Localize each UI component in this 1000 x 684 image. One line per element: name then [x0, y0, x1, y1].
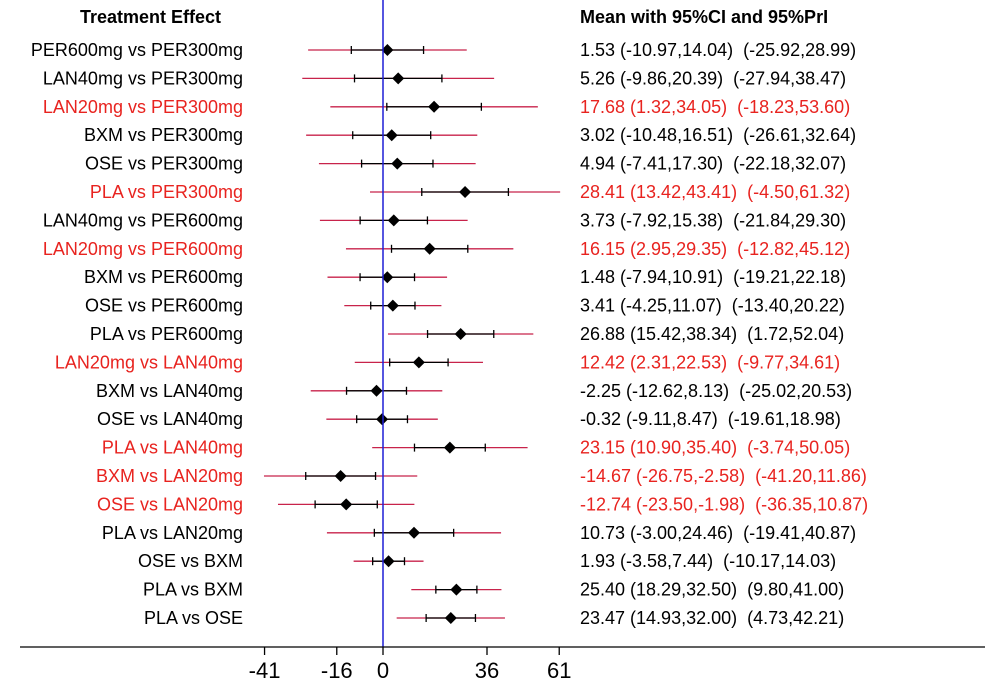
- row-estimate-text: 1.48 (-7.94,10.91) (-19.21,22.18): [580, 267, 846, 287]
- row-estimate-text: 12.42 (2.31,22.53) (-9.77,34.61): [580, 352, 840, 372]
- row-label: LAN40mg vs PER300mg: [43, 68, 243, 88]
- mean-diamond: [385, 129, 398, 142]
- row-estimate-text: 3.02 (-10.48,16.51) (-26.61,32.64): [580, 125, 856, 145]
- forest-row: PLA vs LAN20mg 10.73 (-3.00,24.46) (-19.4…: [102, 523, 856, 543]
- row-label: BXM vs PER300mg: [84, 125, 243, 145]
- forest-row: LAN20mg vs PER300mg 17.68 (1.32,34.05) (-…: [43, 97, 850, 117]
- row-label: BXM vs LAN40mg: [96, 381, 243, 401]
- forest-row: PLA vs BXM 25.40 (18.29,32.50) (9.80,41.0…: [143, 580, 844, 600]
- x-tick-label: 61: [547, 658, 571, 683]
- forest-row: LAN40mg vs PER600mg 3.73 (-7.92,15.38) (-…: [43, 210, 846, 230]
- row-label: PLA vs LAN20mg: [102, 523, 243, 543]
- mean-diamond: [381, 271, 394, 284]
- row-estimate-text: 4.94 (-7.41,17.30) (-22.18,32.07): [580, 154, 846, 174]
- mean-diamond: [443, 441, 456, 454]
- row-label: OSE vs LAN20mg: [97, 494, 243, 514]
- row-label: OSE vs BXM: [138, 551, 243, 571]
- row-estimate-text: 16.15 (2.95,29.35) (-12.82,45.12): [580, 239, 850, 259]
- forest-row: LAN20mg vs PER600mg 16.15 (2.95,29.35) (-…: [43, 239, 850, 259]
- mean-diamond: [376, 413, 389, 426]
- x-tick-label: 36: [475, 658, 499, 683]
- mean-diamond: [444, 612, 457, 624]
- row-label: OSE vs PER300mg: [85, 154, 243, 174]
- row-label: PLA vs PER300mg: [90, 182, 243, 202]
- row-label: LAN20mg vs PER300mg: [43, 97, 243, 117]
- x-tick-label: -16: [321, 658, 353, 683]
- row-label: LAN20mg vs PER600mg: [43, 239, 243, 259]
- row-estimate-text: 25.40 (18.29,32.50) (9.80,41.00): [580, 580, 844, 600]
- row-label: OSE vs PER600mg: [85, 296, 243, 316]
- forest-row: LAN20mg vs LAN40mg 12.42 (2.31,22.53) (-9…: [55, 352, 840, 372]
- mean-diamond: [412, 356, 425, 369]
- row-estimate-text: 17.68 (1.32,34.05) (-18.23,53.60): [580, 97, 850, 117]
- row-label: PLA vs LAN40mg: [102, 438, 243, 458]
- row-label: BXM vs PER600mg: [84, 267, 243, 287]
- x-axis: -41 -16 0 36 61: [20, 0, 985, 683]
- forest-row: OSE vs PER300mg 4.94 (-7.41,17.30) (-22.1…: [85, 154, 846, 174]
- row-label: LAN40mg vs PER600mg: [43, 210, 243, 230]
- row-label: LAN20mg vs LAN40mg: [55, 352, 243, 372]
- mean-diamond: [382, 555, 395, 568]
- forest-row: BXM vs LAN40mg -2.25 (-12.62,8.13) (-25.0…: [96, 381, 852, 401]
- forest-row: PLA vs PER600mg 26.88 (15.42,38.34) (1.72…: [90, 324, 844, 344]
- mean-diamond: [423, 242, 436, 255]
- mean-diamond: [392, 72, 405, 85]
- forest-row: BXM vs PER300mg 3.02 (-10.48,16.51) (-26.…: [84, 125, 856, 145]
- row-estimate-text: 1.93 (-3.58,7.44) (-10.17,14.03): [580, 551, 836, 571]
- row-estimate-text: 3.41 (-4.25,11.07) (-13.40,20.22): [580, 296, 845, 316]
- row-estimate-text: 5.26 (-9.86,20.39) (-27.94,38.47): [580, 68, 846, 88]
- mean-diamond: [386, 299, 399, 312]
- row-label: PLA vs BXM: [143, 580, 243, 600]
- mean-diamond: [334, 470, 347, 482]
- mean-diamond: [407, 526, 420, 539]
- x-tick-label: 0: [377, 658, 389, 683]
- header-mean-ci-pri: Mean with 95%CI and 95%PrI: [580, 7, 828, 27]
- mean-diamond: [381, 44, 394, 56]
- row-estimate-text: 26.88 (15.42,38.34) (1.72,52.04): [580, 324, 844, 344]
- mean-diamond: [340, 498, 353, 511]
- forest-row: BXM vs LAN20mg -14.67 (-26.75,-2.58) (-41…: [96, 466, 867, 486]
- mean-diamond: [454, 328, 467, 340]
- x-tick-label: -41: [249, 658, 281, 683]
- forest-row: OSE vs PER600mg 3.41 (-4.25,11.07) (-13.4…: [85, 296, 845, 316]
- row-label: PER600mg vs PER300mg: [31, 40, 243, 60]
- row-estimate-text: -14.67 (-26.75,-2.58) (-41.20,11.86): [580, 466, 867, 486]
- row-estimate-text: 1.53 (-10.97,14.04) (-25.92,28.99): [580, 40, 856, 60]
- forest-row: OSE vs LAN20mg -12.74 (-23.50,-1.98) (-36…: [97, 494, 868, 514]
- forest-rows: PER600mg vs PER300mg 1.53 (-10.97,14.04) …: [31, 40, 868, 628]
- row-estimate-text: 28.41 (13.42,43.41) (-4.50,61.32): [580, 182, 850, 202]
- row-estimate-text: -2.25 (-12.62,8.13) (-25.02,20.53): [580, 381, 852, 401]
- forest-row: PLA vs OSE 23.47 (14.93,32.00) (4.73,42.2…: [144, 608, 844, 628]
- forest-row: OSE vs LAN40mg -0.32 (-9.11,8.47) (-19.61…: [97, 409, 841, 429]
- row-label: BXM vs LAN20mg: [96, 466, 243, 486]
- row-estimate-text: -12.74 (-23.50,-1.98) (-36.35,10.87): [580, 494, 868, 514]
- mean-diamond: [450, 583, 463, 596]
- mean-diamond: [387, 214, 400, 227]
- mean-diamond: [428, 100, 441, 113]
- forest-row: OSE vs BXM 1.93 (-3.58,7.44) (-10.17,14.0…: [138, 551, 836, 571]
- row-estimate-text: 3.73 (-7.92,15.38) (-21.84,29.30): [580, 210, 846, 230]
- forest-row: PLA vs LAN40mg 23.15 (10.90,35.40) (-3.74…: [102, 438, 850, 458]
- forest-row: LAN40mg vs PER300mg 5.26 (-9.86,20.39) (-…: [43, 68, 846, 88]
- forest-row: PLA vs PER300mg 28.41 (13.42,43.41) (-4.5…: [90, 182, 850, 202]
- forest-row: PER600mg vs PER300mg 1.53 (-10.97,14.04) …: [31, 40, 856, 60]
- row-estimate-text: 23.47 (14.93,32.00) (4.73,42.21): [580, 608, 844, 628]
- mean-diamond: [391, 157, 404, 170]
- row-estimate-text: 23.15 (10.90,35.40) (-3.74,50.05): [580, 438, 850, 458]
- row-estimate-text: -0.32 (-9.11,8.47) (-19.61,18.98): [580, 409, 841, 429]
- header-treatment-effect: Treatment Effect: [80, 7, 221, 27]
- mean-diamond: [370, 384, 383, 397]
- mean-diamond: [459, 186, 472, 198]
- row-label: PLA vs PER600mg: [90, 324, 243, 344]
- row-label: PLA vs OSE: [144, 608, 243, 628]
- row-label: OSE vs LAN40mg: [97, 409, 243, 429]
- row-estimate-text: 10.73 (-3.00,24.46) (-19.41,40.87): [580, 523, 856, 543]
- forest-row: BXM vs PER600mg 1.48 (-7.94,10.91) (-19.2…: [84, 267, 846, 287]
